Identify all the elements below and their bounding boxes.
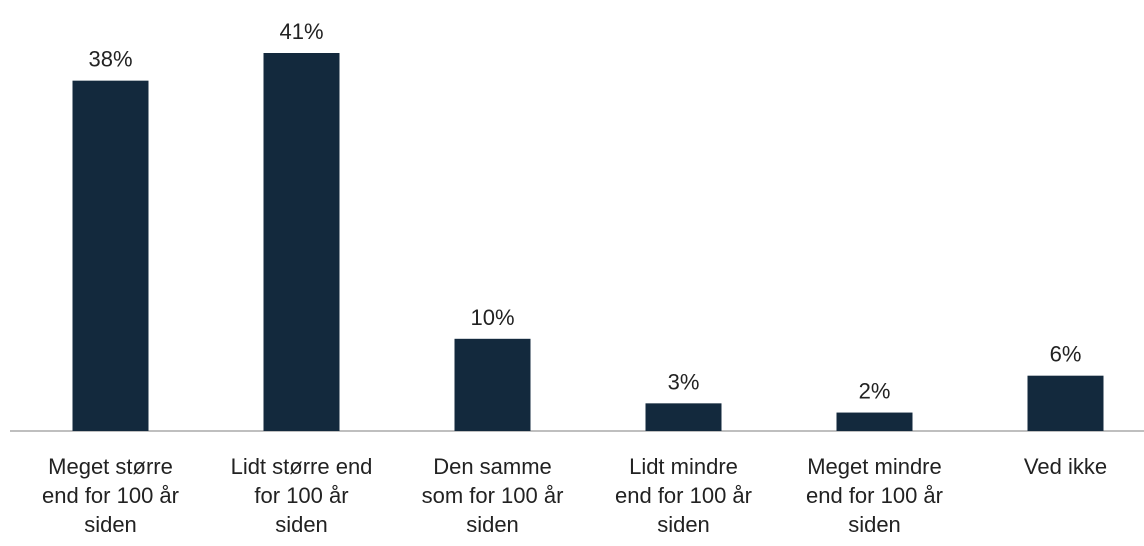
data-label: 2% <box>859 379 891 404</box>
data-label: 38% <box>88 47 132 72</box>
data-label: 3% <box>668 369 700 394</box>
x-tick-label: Ved ikke <box>1023 454 1108 479</box>
bar <box>645 403 722 431</box>
bar <box>454 338 531 431</box>
x-tick-label: Lidt større end for 100 år siden <box>230 454 373 537</box>
bar <box>1027 375 1104 431</box>
data-label: 41% <box>279 19 323 44</box>
x-tick-label: Meget større end for 100 år siden <box>42 454 179 537</box>
bar <box>836 412 913 431</box>
bar <box>72 80 149 431</box>
x-tick-label: Meget mindre end for 100 år siden <box>806 454 943 537</box>
x-tick-label: Lidt mindre end for 100 år siden <box>615 454 752 537</box>
x-tick-label: Den samme som for 100 år siden <box>421 454 564 537</box>
data-label: 6% <box>1050 342 1082 367</box>
data-label: 10% <box>470 305 514 330</box>
bar <box>263 53 340 431</box>
